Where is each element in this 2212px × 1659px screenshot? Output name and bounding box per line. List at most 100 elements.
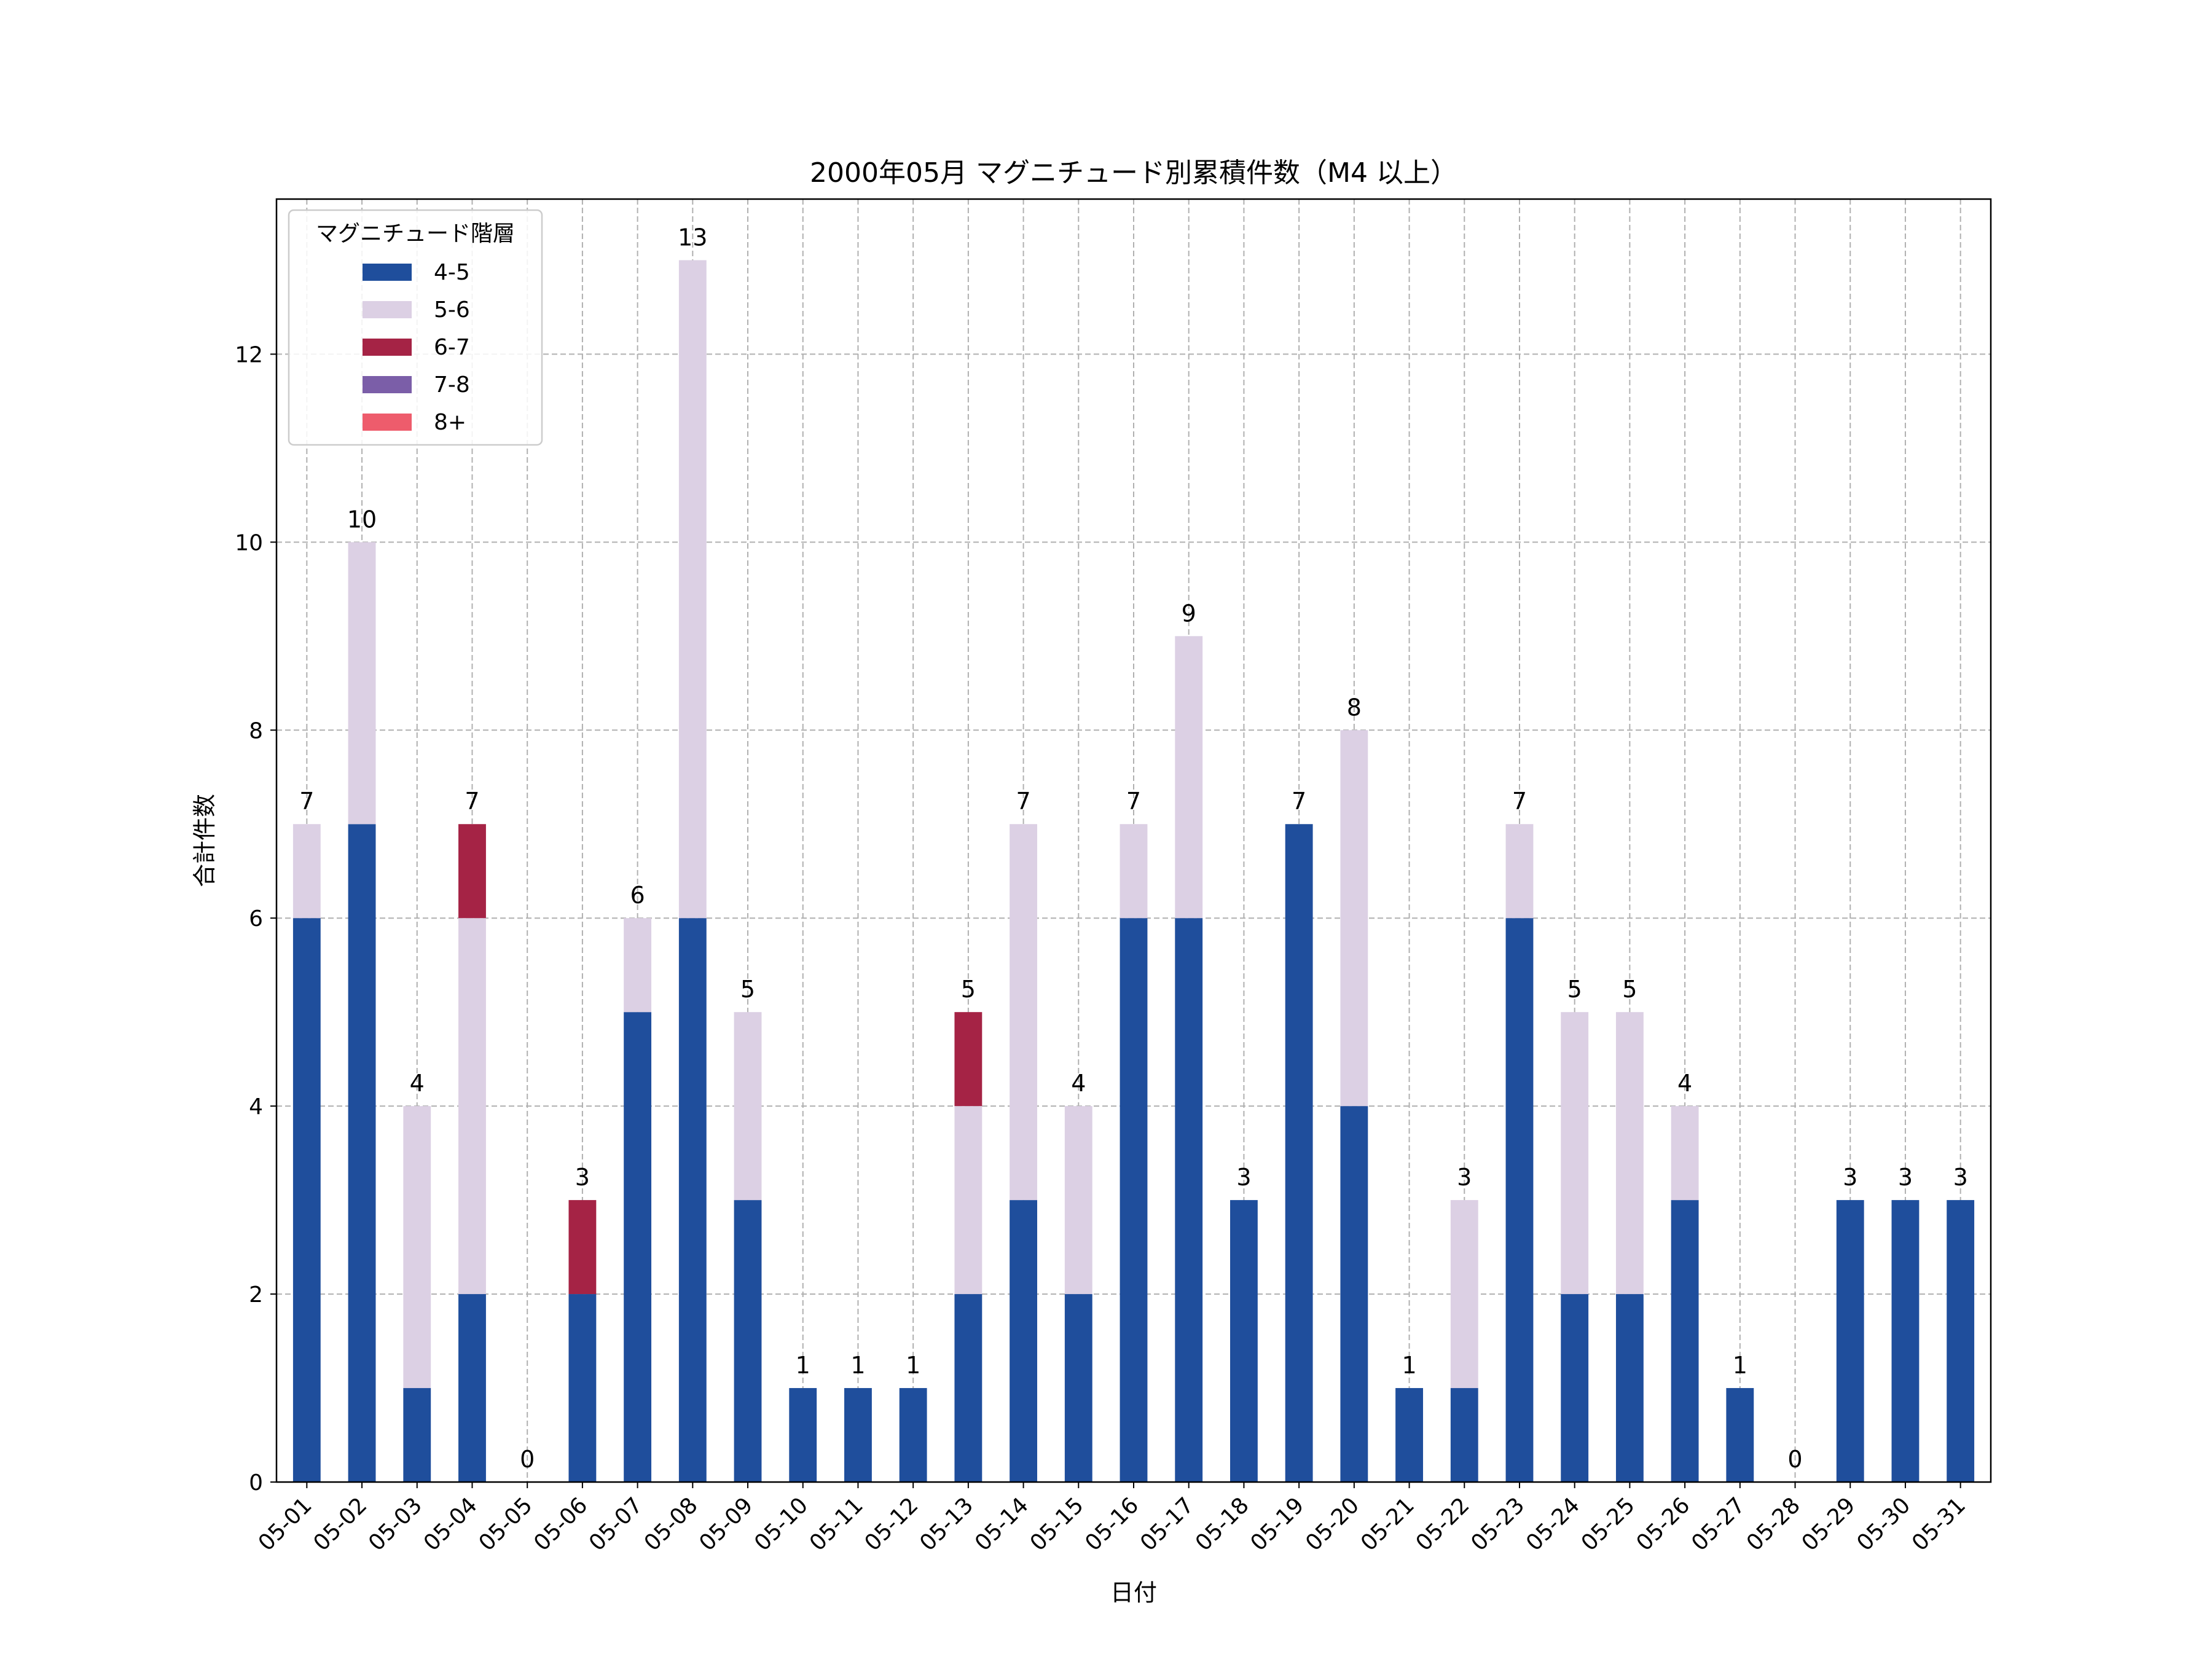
y-tick-label: 8	[249, 718, 263, 743]
bar-segment	[348, 542, 376, 825]
bar-segment	[1120, 918, 1148, 1482]
bar-total-label: 0	[1787, 1446, 1802, 1473]
bar-total-label: 7	[299, 788, 314, 815]
bar-segment	[1615, 1294, 1644, 1482]
bar-segment	[1010, 1200, 1038, 1482]
legend-entry-label: 8+	[434, 410, 466, 435]
bar-segment	[292, 918, 321, 1482]
bar-segment	[403, 1106, 431, 1389]
legend-swatch	[363, 264, 412, 281]
bar-segment	[458, 824, 486, 919]
bar-total-label: 1	[1733, 1352, 1747, 1379]
bar-total-label: 5	[961, 976, 976, 1003]
bar-segment	[1947, 1200, 1975, 1482]
bar-total-label: 3	[1898, 1164, 1913, 1191]
bar-total-label: 10	[347, 506, 377, 533]
bar-total-label: 3	[1953, 1164, 1968, 1191]
legend-entry-label: 6-7	[434, 335, 470, 360]
chart-title: 2000年05月 マグニチュード別累積件数（M4 以上）	[810, 157, 1457, 189]
legend: マグニチュード階層 4-5 5-6 6-7 7-8 8+	[288, 209, 543, 446]
bar-total-label: 9	[1182, 600, 1196, 627]
bar-segment	[1615, 1012, 1644, 1295]
bar-segment	[1064, 1294, 1092, 1482]
bar-segment	[1340, 1106, 1368, 1482]
bar-segment	[1395, 1388, 1423, 1482]
y-tick-label: 2	[249, 1282, 263, 1308]
y-tick-label: 12	[235, 342, 263, 367]
y-tick-label: 4	[249, 1094, 263, 1120]
bar-segment	[734, 1200, 762, 1482]
legend-swatch	[363, 339, 412, 356]
y-tick-label: 10	[235, 530, 263, 555]
bar-total-label: 1	[1402, 1352, 1416, 1379]
legend-entry-label: 4-5	[434, 260, 470, 285]
bar-total-label: 5	[1567, 976, 1582, 1003]
bar-total-label: 7	[1126, 788, 1141, 815]
bar-total-label: 3	[1236, 1164, 1251, 1191]
bar-segment	[1561, 1294, 1589, 1482]
legend-swatch	[363, 376, 412, 393]
bar-segment	[734, 1012, 762, 1201]
y-tick-label: 6	[249, 906, 263, 931]
bar-total-label: 3	[575, 1164, 590, 1191]
bar-segment	[1230, 1200, 1258, 1482]
bar-total-label: 7	[1512, 788, 1527, 815]
bar-segment	[1505, 824, 1534, 919]
bar-segment	[568, 1294, 597, 1482]
legend-entry-label: 5-6	[434, 297, 470, 323]
bar-segment	[1671, 1106, 1699, 1201]
bar-total-label: 5	[1622, 976, 1637, 1003]
legend-box	[288, 209, 543, 446]
bar-total-label: 4	[410, 1070, 425, 1097]
bar-total-label: 1	[906, 1352, 920, 1379]
bar-segment	[1340, 730, 1368, 1107]
bar-segment	[678, 260, 707, 919]
legend-title: マグニチュード階層	[316, 221, 515, 246]
bar-total-label: 7	[465, 788, 479, 815]
bar-total-label: 7	[1016, 788, 1030, 815]
bar-segment	[1836, 1200, 1864, 1482]
bar-segment	[568, 1200, 597, 1295]
y-tick-label: 0	[249, 1470, 263, 1496]
bar-segment	[954, 1294, 982, 1482]
bar-segment	[844, 1388, 872, 1482]
legend-entry-label: 7-8	[434, 372, 470, 398]
x-axis-label: 日付	[1110, 1579, 1157, 1606]
bar-segment	[1561, 1012, 1589, 1295]
bar-segment	[1726, 1388, 1754, 1482]
bar-segment	[458, 918, 486, 1295]
bar-segment	[403, 1388, 431, 1482]
bar-total-label: 1	[796, 1352, 810, 1379]
bar-segment	[789, 1388, 817, 1482]
legend-swatch	[363, 301, 412, 318]
bar-total-label: 5	[740, 976, 755, 1003]
bar-segment	[1450, 1388, 1478, 1482]
bar-total-label: 0	[520, 1446, 535, 1473]
bar-segment	[1120, 824, 1148, 919]
bar-segment	[292, 824, 321, 919]
bar-segment	[458, 1294, 486, 1482]
bar-total-label: 3	[1457, 1164, 1472, 1191]
bar-total-label: 4	[1071, 1070, 1086, 1097]
bar-segment	[348, 824, 376, 1482]
bar-total-label: 6	[630, 882, 645, 909]
bar-segment	[624, 918, 652, 1013]
bar-segment	[1891, 1200, 1920, 1482]
bar-segment	[954, 1012, 982, 1107]
y-axis-label: 合計件数	[191, 794, 218, 887]
bar-segment	[1671, 1200, 1699, 1482]
bar-segment	[899, 1388, 927, 1482]
bar-total-label: 8	[1347, 694, 1362, 721]
bar-segment	[954, 1106, 982, 1295]
bar-segment	[1010, 824, 1038, 1201]
bar-total-label: 3	[1843, 1164, 1857, 1191]
legend-swatch	[363, 414, 412, 431]
bar-segment	[1175, 636, 1203, 919]
bar-segment	[1175, 918, 1203, 1482]
bar-total-label: 4	[1677, 1070, 1692, 1097]
bars	[292, 260, 1975, 1482]
bar-total-label: 13	[678, 224, 707, 251]
bar-segment	[1450, 1200, 1478, 1389]
